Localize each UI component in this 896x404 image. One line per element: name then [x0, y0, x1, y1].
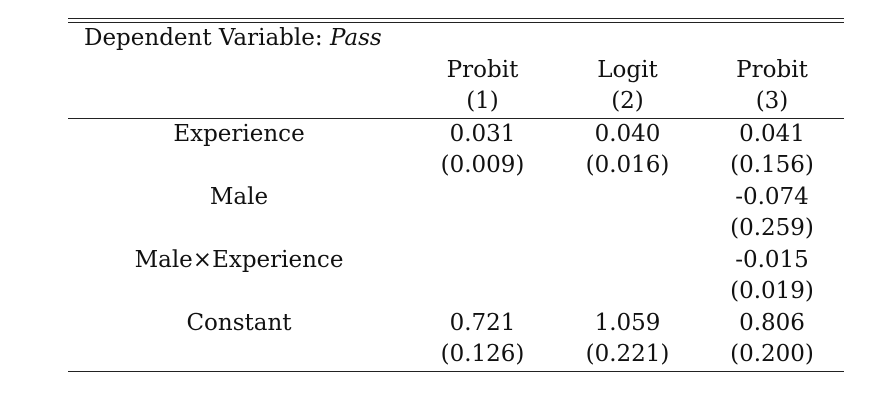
se-cell [410, 276, 555, 308]
se-cell: (0.009) [440, 152, 525, 178]
column-numbers-row: (1) (2) (3) [68, 86, 844, 118]
table-row: Male -0.074 [68, 182, 844, 214]
model-name-1: Probit [446, 56, 519, 83]
model-names-row: Probit Logit Probit [68, 55, 844, 87]
table-row: Constant 0.721 1.059 0.806 [68, 308, 844, 340]
coef-cell: 0.721 [449, 309, 516, 336]
dependent-variable-row: Dependent Variable: Pass [68, 23, 844, 55]
coef-cell [410, 182, 555, 214]
coef-cell: 1.059 [594, 309, 661, 336]
table-row: (0.019) [68, 276, 844, 308]
regression-table-header: Dependent Variable: Pass Probit Logit Pr… [68, 23, 844, 118]
se-cell: (0.259) [730, 215, 814, 241]
table-row: Experience 0.031 0.040 0.041 [68, 119, 844, 151]
regression-table-body: Experience 0.031 0.040 0.041 (0.009) (0.… [68, 119, 844, 371]
se-cell: (0.126) [440, 341, 525, 367]
row-label-constant: Constant [186, 309, 292, 336]
dependent-variable-name: Pass [329, 25, 382, 51]
table-row: (0.009) (0.016) (0.156) [68, 150, 844, 182]
model-name-3: Probit [736, 56, 808, 83]
dependent-variable-label: Dependent Variable: Pass [68, 23, 844, 55]
table-row: (0.259) [68, 213, 844, 245]
se-cell: (0.200) [730, 341, 814, 367]
coef-cell: -0.074 [735, 183, 809, 210]
coef-cell: 0.040 [594, 120, 661, 147]
se-cell [555, 213, 700, 245]
row-label-male: Male [209, 183, 269, 210]
bottom-rule [68, 370, 844, 372]
coef-cell: 0.806 [739, 309, 805, 336]
row-label-experience: Experience [173, 120, 305, 147]
regression-table: Dependent Variable: Pass Probit Logit Pr… [68, 18, 844, 372]
coef-cell [555, 245, 700, 277]
se-cell: (0.016) [585, 152, 670, 178]
model-name-2: Logit [597, 56, 658, 83]
se-cell: (0.221) [585, 341, 670, 367]
se-cell: (0.019) [730, 278, 814, 304]
column-number-1: (1) [466, 88, 499, 114]
coef-cell [555, 182, 700, 214]
dependent-variable-prefix: Dependent Variable: [84, 25, 323, 51]
table-row: Male×Experience -0.015 [68, 245, 844, 277]
coef-cell [410, 245, 555, 277]
se-cell [410, 213, 555, 245]
coef-cell: 0.041 [739, 120, 805, 147]
se-cell [555, 276, 700, 308]
coef-cell: -0.015 [735, 246, 809, 273]
column-number-2: (2) [611, 88, 644, 114]
column-number-3: (3) [755, 88, 789, 114]
top-double-rule [68, 18, 844, 23]
header-rule [68, 117, 844, 119]
row-label-male-x-experience: Male×Experience [134, 246, 344, 273]
coef-cell: 0.031 [449, 120, 516, 147]
table-row: (0.126) (0.221) (0.200) [68, 339, 844, 371]
se-cell: (0.156) [730, 152, 814, 178]
